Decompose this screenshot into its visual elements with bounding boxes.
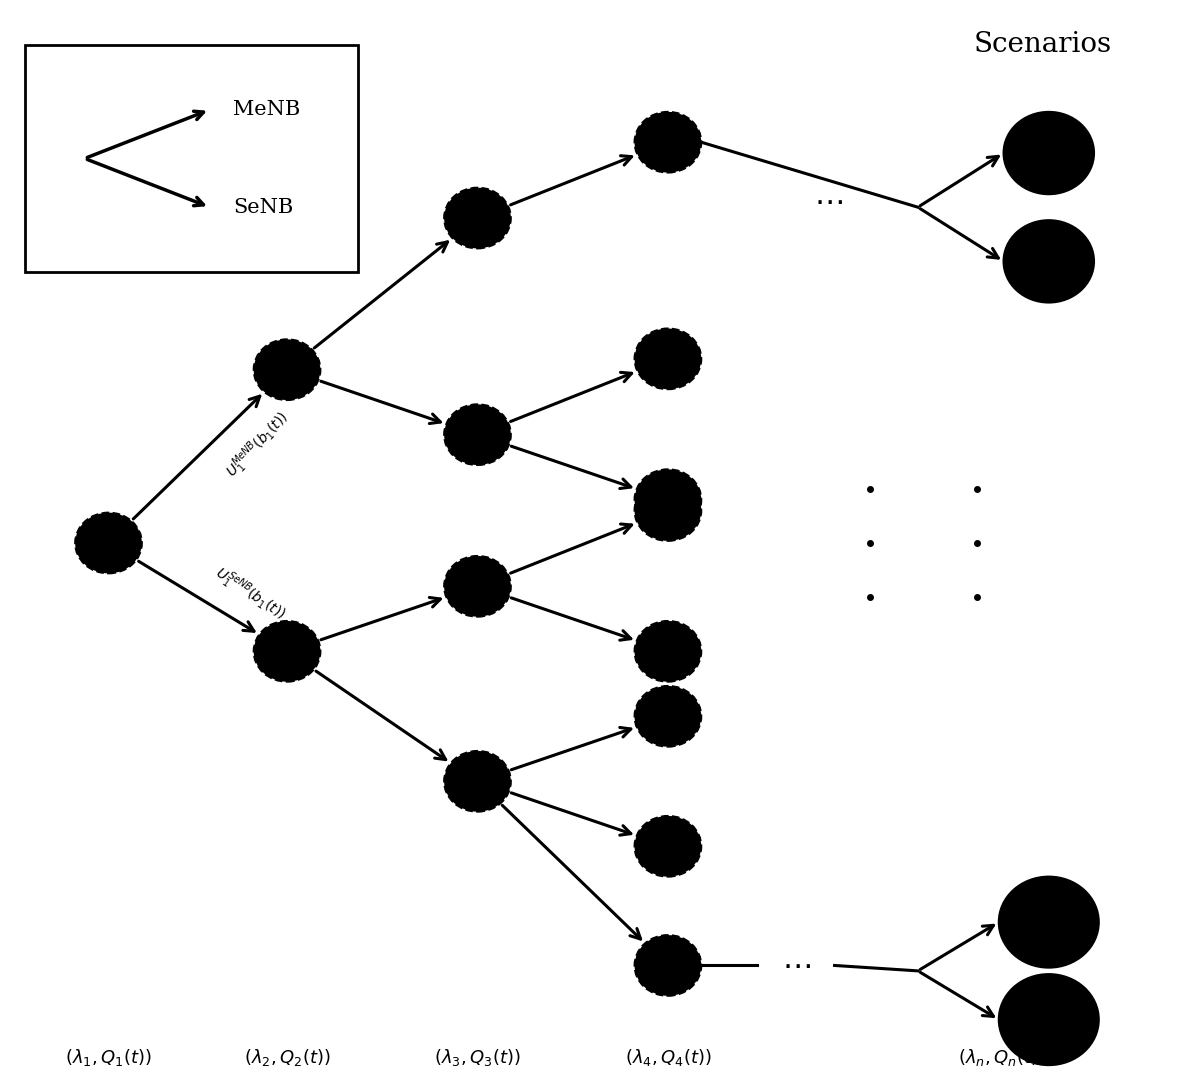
Circle shape xyxy=(635,621,701,682)
Text: $\cdots$: $\cdots$ xyxy=(783,950,811,981)
Text: $(\lambda_1, Q_1(t))$: $(\lambda_1, Q_1(t))$ xyxy=(66,1047,152,1068)
Text: $(\lambda_4, Q_4(t))$: $(\lambda_4, Q_4(t))$ xyxy=(625,1047,711,1068)
Circle shape xyxy=(444,404,511,465)
Text: $U_1^{SeNB}(b_1(t))$: $U_1^{SeNB}(b_1(t))$ xyxy=(210,563,290,626)
Text: $\cdots$: $\cdots$ xyxy=(814,187,843,217)
Circle shape xyxy=(635,469,701,530)
FancyBboxPatch shape xyxy=(25,45,358,273)
Circle shape xyxy=(635,480,701,541)
Text: Scenarios: Scenarios xyxy=(973,31,1112,59)
Circle shape xyxy=(635,686,701,747)
Text: $1$: $1$ xyxy=(1043,143,1056,163)
Circle shape xyxy=(444,752,511,811)
Circle shape xyxy=(1003,112,1094,194)
Circle shape xyxy=(444,556,511,617)
Circle shape xyxy=(999,876,1099,968)
Text: SeNB: SeNB xyxy=(234,198,293,217)
Text: $U_1^{MeNB}(b_1(t))$: $U_1^{MeNB}(b_1(t))$ xyxy=(222,406,295,482)
Circle shape xyxy=(254,621,321,682)
Circle shape xyxy=(254,339,321,400)
Text: $(\lambda_n, Q_n(t))$: $(\lambda_n, Q_n(t))$ xyxy=(958,1047,1045,1068)
Text: $3^n$: $3^n$ xyxy=(1038,1011,1059,1028)
Text: $3^{n-1}$: $3^{n-1}$ xyxy=(1030,912,1068,932)
Circle shape xyxy=(635,816,701,876)
Text: $(\lambda_3, Q_3(t))$: $(\lambda_3, Q_3(t))$ xyxy=(434,1047,521,1068)
Circle shape xyxy=(75,513,142,573)
Circle shape xyxy=(444,188,511,249)
Text: $2$: $2$ xyxy=(1043,251,1056,272)
Text: $(\lambda_2, Q_2(t))$: $(\lambda_2, Q_2(t))$ xyxy=(243,1047,330,1068)
Circle shape xyxy=(1003,220,1094,303)
Circle shape xyxy=(999,974,1099,1065)
Circle shape xyxy=(635,935,701,996)
Text: MeNB: MeNB xyxy=(234,100,301,119)
Circle shape xyxy=(635,112,701,173)
Circle shape xyxy=(635,329,701,389)
